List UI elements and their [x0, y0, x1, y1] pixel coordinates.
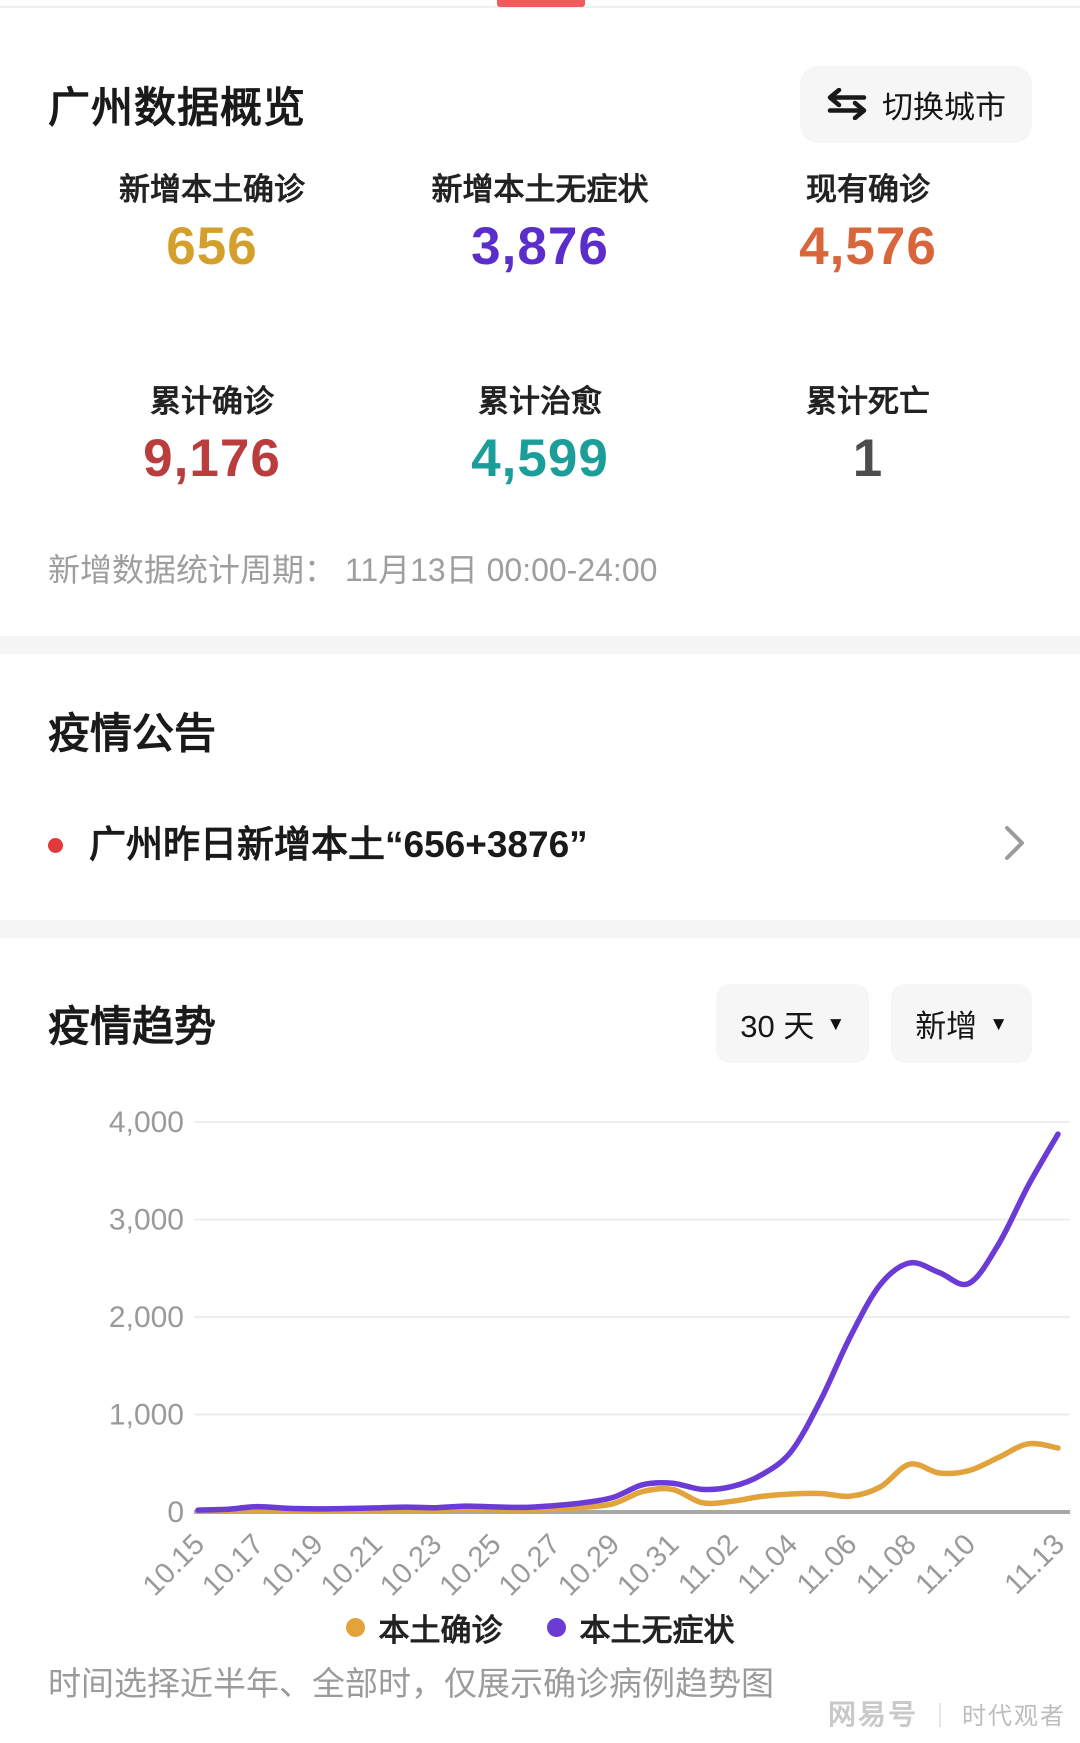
announcement-heading: 疫情公告: [48, 710, 217, 757]
svg-text:11.02: 11.02: [672, 1528, 744, 1600]
stats-grid: 新增本土确诊 656 新增本土无症状 3,876 现有确诊 4,576 累计确诊…: [48, 170, 1032, 490]
stat-current-confirmed: 现有确诊 4,576: [704, 170, 1032, 278]
mode-selector-value: 新增: [915, 1008, 978, 1044]
legend-label: 本土无症状: [579, 1612, 735, 1648]
caret-down-icon: ▼: [989, 1014, 1008, 1035]
watermark-author: 时代观者: [962, 1702, 1066, 1730]
stats-period-note: 新增数据统计周期： 11月13日 00:00-24:00: [48, 552, 658, 588]
watermark: 网易号 ｜ 时代观者: [828, 1693, 1066, 1733]
switch-city-label: 切换城市: [882, 89, 1006, 125]
top-tab-bar: [0, 0, 1080, 8]
svg-text:11.08: 11.08: [850, 1528, 922, 1600]
stat-value: 3,876: [471, 217, 609, 276]
svg-text:10.27: 10.27: [493, 1528, 567, 1602]
bullet-dot: [48, 837, 63, 853]
svg-text:10.31: 10.31: [611, 1528, 685, 1602]
stat-cumulative-cured: 累计治愈 4,599: [376, 382, 704, 490]
stat-label: 累计治愈: [478, 384, 602, 419]
section-divider: [0, 636, 1080, 654]
stat-cumulative-deaths: 累计死亡 1: [704, 382, 1032, 490]
legend-item[interactable]: 本土确诊: [345, 1605, 503, 1650]
mode-selector-dropdown[interactable]: 新增 ▼: [891, 983, 1032, 1063]
active-tab-indicator: [497, 0, 585, 7]
svg-text:10.25: 10.25: [434, 1528, 508, 1602]
svg-text:4,000: 4,000: [109, 1106, 184, 1139]
switch-city-button[interactable]: 切换城市: [800, 65, 1032, 143]
section-divider: [0, 920, 1080, 938]
announcement-text: 广州昨日新增本土“656+3876”: [89, 824, 588, 865]
legend-dot-icon: [345, 1617, 365, 1637]
range-selector-dropdown[interactable]: 30 天 ▼: [716, 983, 870, 1063]
svg-text:0: 0: [167, 1496, 184, 1529]
watermark-brand: 网易号: [827, 1699, 918, 1730]
trend-heading: 疫情趋势: [48, 1002, 217, 1050]
svg-text:11.13: 11.13: [999, 1528, 1071, 1600]
stat-value: 4,576: [799, 217, 937, 276]
swap-arrows-icon: [826, 88, 868, 120]
stat-label: 新增本土无症状: [431, 172, 649, 207]
chart-footnote: 时间选择近半年、全部时，仅展示确诊病例趋势图: [48, 1665, 774, 1702]
legend-dot-icon: [546, 1617, 566, 1637]
trend-chart-container: 0 1,000 2,000 3,000 4,000 10.15 10.17 10.19 10.2…: [48, 1077, 1071, 1607]
stat-cumulative-confirmed: 累计确诊 9,176: [48, 382, 376, 490]
svg-text:10.23: 10.23: [374, 1528, 448, 1602]
svg-text:10.17: 10.17: [196, 1528, 270, 1602]
stat-label: 累计死亡: [806, 384, 930, 419]
svg-text:10.19: 10.19: [256, 1528, 330, 1602]
legend-label: 本土确诊: [378, 1612, 503, 1648]
trend-chart: 01,0002,0003,0004,00010.1510.1710.1910.2…: [109, 1106, 1071, 1602]
stat-label: 新增本土确诊: [119, 172, 305, 207]
svg-text:1,000: 1,000: [109, 1399, 184, 1432]
watermark-separator: ｜: [928, 1702, 952, 1730]
svg-text:10.21: 10.21: [315, 1528, 389, 1602]
announcement-item[interactable]: 广州昨日新增本土“656+3876”: [48, 820, 1032, 870]
legend-item[interactable]: 本土无症状: [546, 1605, 735, 1650]
caret-down-icon: ▼: [826, 1014, 846, 1035]
chevron-right-icon: [1004, 823, 1026, 868]
stat-label: 现有确诊: [806, 172, 930, 207]
announcement-section: 疫情公告 广州昨日新增本土“656+3876”: [0, 654, 1080, 920]
svg-text:3,000: 3,000: [109, 1204, 184, 1237]
stat-value: 1: [852, 429, 884, 488]
stat-label: 累计确诊: [150, 384, 274, 419]
svg-text:11.10: 11.10: [910, 1528, 982, 1600]
range-selector-value: 30 天: [740, 1008, 815, 1044]
svg-text:10.29: 10.29: [552, 1528, 626, 1602]
trend-section: 疫情趋势 30 天 ▼ 新增 ▼ 0 1,000 2,000 3,000 4,000 10…: [0, 938, 1080, 1705]
stat-new-local-confirmed: 新增本土确诊 656: [48, 170, 376, 278]
svg-text:10.15: 10.15: [137, 1528, 211, 1602]
stat-value: 9,176: [143, 429, 281, 488]
stat-value: 4,599: [471, 429, 609, 488]
stat-value: 656: [166, 217, 258, 276]
stat-new-local-asymptomatic: 新增本土无症状 3,876: [376, 170, 704, 278]
chart-legend: 本土确诊 本土无症状: [48, 1605, 1032, 1650]
overview-section: 广州数据概览 切换城市 新增本土确诊 656 新增本土无症状 3,876 现有确…: [0, 8, 1080, 636]
page-title: 广州数据概览: [48, 83, 307, 131]
svg-text:2,000: 2,000: [109, 1301, 184, 1334]
svg-text:11.04: 11.04: [732, 1528, 804, 1600]
svg-text:11.06: 11.06: [791, 1528, 863, 1600]
